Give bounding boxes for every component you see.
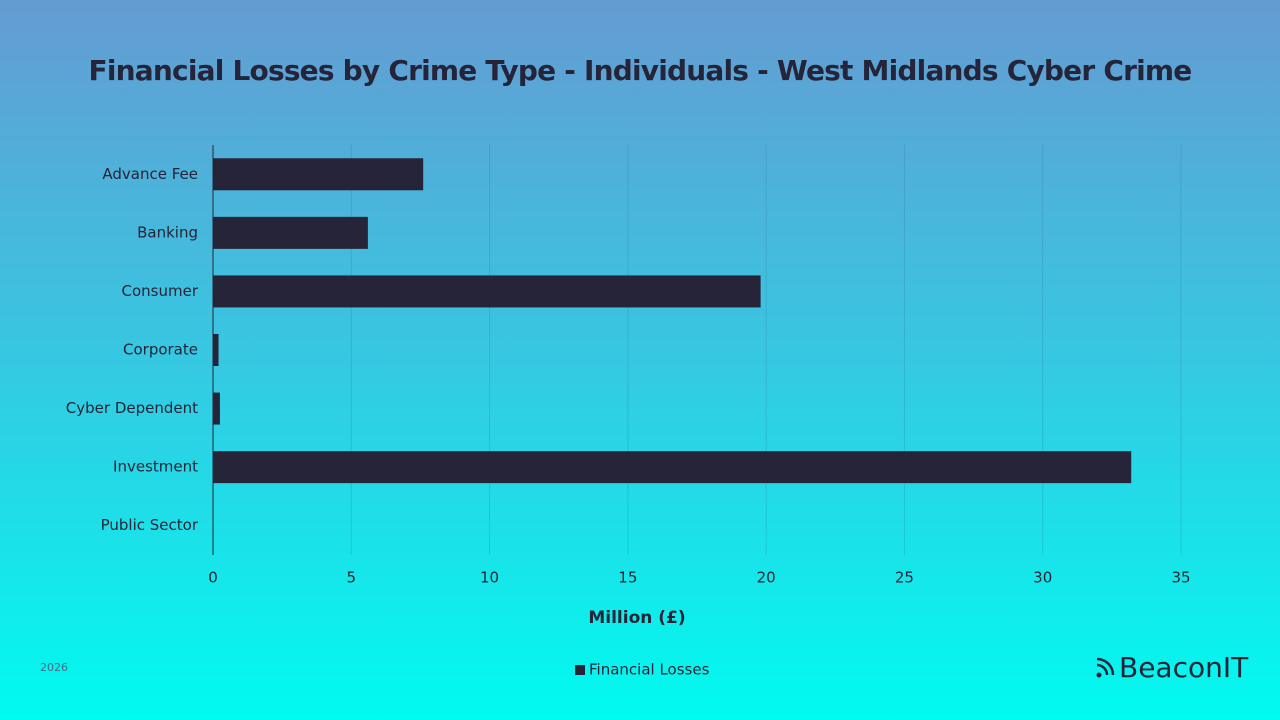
y-tick-label: Cyber Dependent bbox=[66, 399, 198, 417]
bar bbox=[213, 158, 424, 191]
brand-name: BeaconIT bbox=[1119, 651, 1249, 684]
x-tick-label: 25 bbox=[895, 569, 914, 587]
x-tick-label: 0 bbox=[208, 569, 218, 587]
x-tick-label: 35 bbox=[1171, 569, 1190, 587]
legend-label: Financial Losses bbox=[589, 661, 710, 679]
bar bbox=[213, 334, 219, 366]
brand-icon bbox=[1096, 657, 1115, 678]
bar bbox=[213, 216, 368, 249]
chart-title: Financial Losses by Crime Type - Individ… bbox=[89, 54, 1192, 87]
year-label: 2026 bbox=[40, 661, 68, 674]
x-tick-label: 15 bbox=[618, 569, 637, 587]
y-tick-label: Corporate bbox=[123, 341, 198, 359]
x-tick-label: 5 bbox=[347, 569, 357, 587]
bar bbox=[213, 451, 1132, 484]
y-tick-label: Advance Fee bbox=[102, 165, 198, 183]
x-tick-label: 10 bbox=[480, 569, 499, 587]
legend-swatch bbox=[575, 665, 585, 675]
y-tick-label: Public Sector bbox=[101, 516, 199, 534]
y-tick-label: Banking bbox=[137, 223, 198, 241]
x-tick-label: 30 bbox=[1033, 569, 1052, 587]
x-tick-label: 20 bbox=[757, 569, 776, 587]
bar bbox=[213, 275, 761, 308]
y-tick-label: Consumer bbox=[122, 282, 199, 300]
bar bbox=[213, 392, 220, 425]
x-axis-label: Million (£) bbox=[588, 608, 685, 628]
y-tick-label: Investment bbox=[113, 458, 198, 476]
